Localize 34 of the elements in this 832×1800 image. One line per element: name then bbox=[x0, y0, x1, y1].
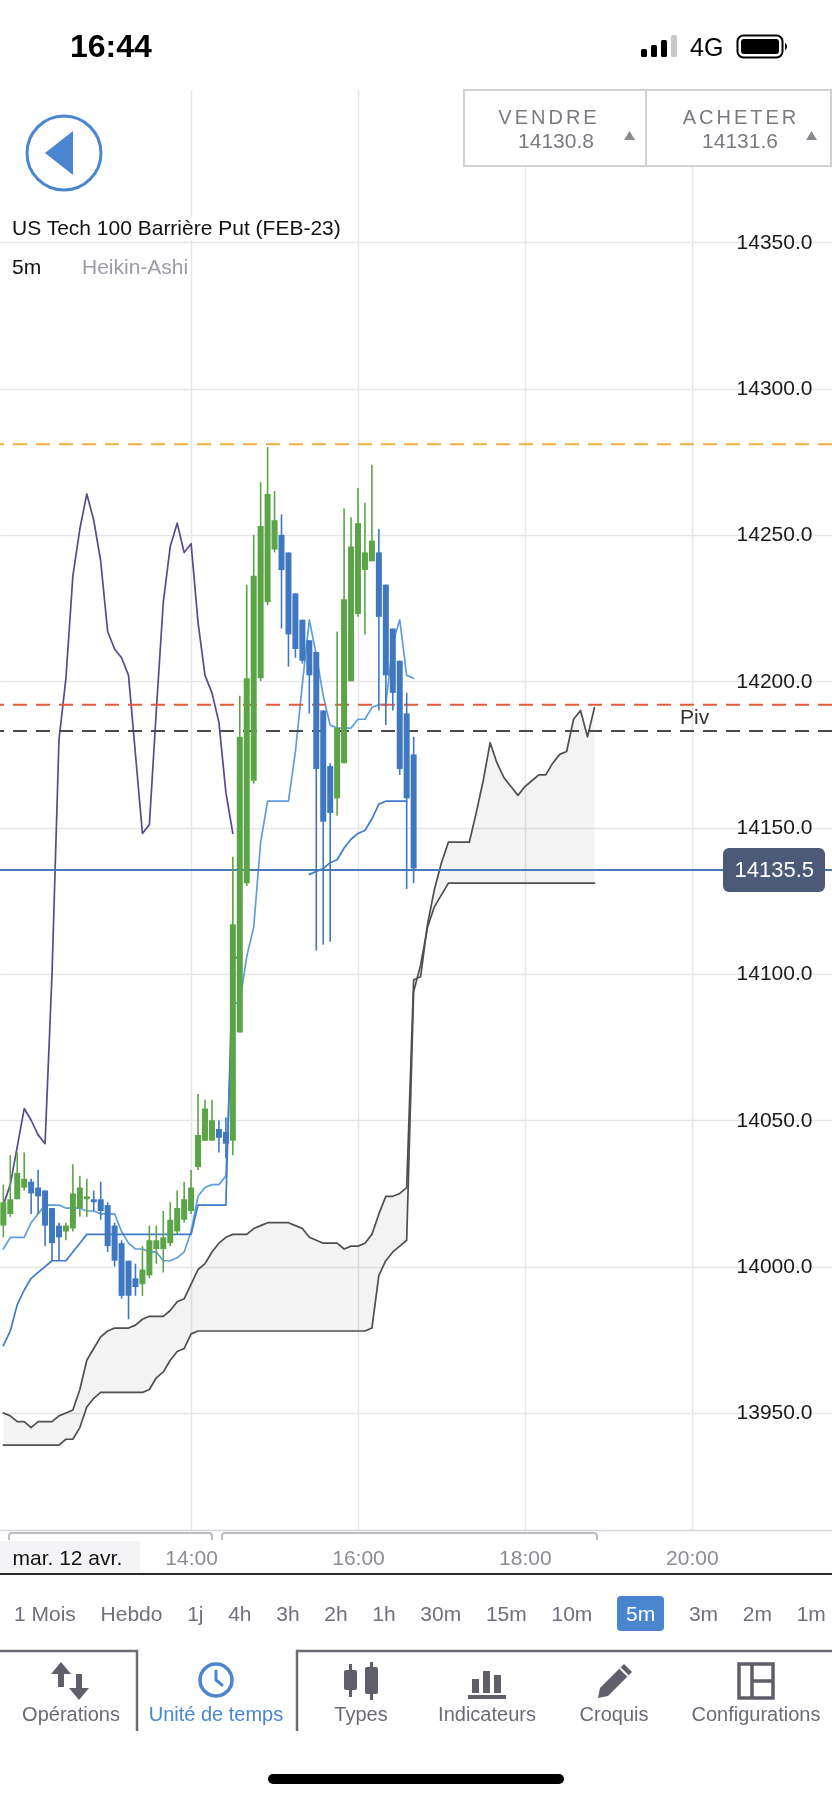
x-tick-label: 16:00 bbox=[332, 1545, 385, 1569]
timeframe-selector: 1 Mois Hebdo 1j 4h 3h 2h 1h 30m 15m 10m 5m 3m 2m 1m bbox=[14, 1596, 826, 1631]
y-tick-label: 14350.0 bbox=[736, 229, 813, 253]
text: 5m bbox=[12, 255, 42, 279]
text: Unité de temps bbox=[147, 1702, 285, 1726]
x-tick-label: 18:00 bbox=[499, 1545, 552, 1569]
y-tick-label: 14200.0 bbox=[736, 668, 813, 692]
sell-button: VENDRE 14130.8 bbox=[463, 89, 647, 167]
text: US Tech 100 Barrière Put (FEB-23) bbox=[12, 216, 345, 240]
y-tick-label: 14050.0 bbox=[736, 1107, 813, 1131]
text: 4G bbox=[690, 32, 724, 62]
y-tick-label: 14100.0 bbox=[736, 961, 813, 985]
text: Configurations bbox=[690, 1702, 822, 1726]
y-tick-label: 14300.0 bbox=[736, 376, 813, 400]
annotation: Heikin-Ashi bbox=[82, 255, 189, 279]
y-tick-label: 14000.0 bbox=[736, 1254, 813, 1278]
annotation: 14130.8 bbox=[517, 129, 595, 153]
buy-button: ACHETER 14131.6 bbox=[645, 89, 832, 167]
x-tick-label: 14:00 bbox=[165, 1545, 218, 1569]
text: Indicateurs bbox=[437, 1702, 537, 1726]
text: Croquis bbox=[579, 1703, 649, 1725]
ref-line-label: 14135.5 bbox=[723, 848, 825, 892]
y-tick-label: 14150.0 bbox=[736, 815, 813, 839]
x-tick-label: 20:00 bbox=[666, 1545, 719, 1569]
annotation: VENDRE bbox=[497, 105, 601, 129]
y-tick-label: 13950.0 bbox=[736, 1400, 813, 1424]
y-tick-label: 14250.0 bbox=[736, 522, 813, 546]
text: 16:44 bbox=[70, 27, 152, 65]
ref-line-label: Piv bbox=[680, 704, 710, 729]
x-axis-title: mar. 12 avr. bbox=[12, 1545, 123, 1569]
annotation: 14131.6 bbox=[701, 129, 779, 153]
text: Opérations bbox=[22, 1703, 120, 1725]
annotation: ACHETER bbox=[681, 105, 801, 129]
text: Types bbox=[334, 1703, 388, 1725]
